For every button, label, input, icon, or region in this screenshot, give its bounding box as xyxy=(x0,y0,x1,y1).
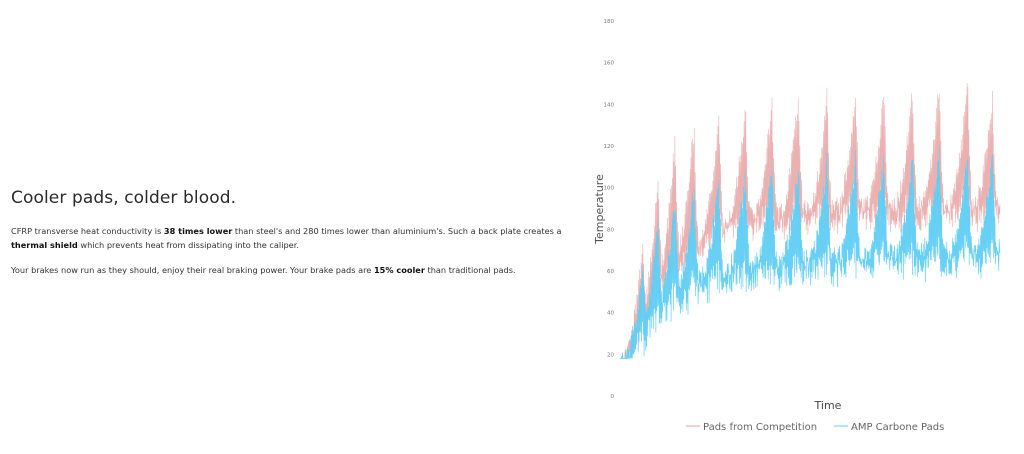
paragraph-text: CFRP transverse heat conductivity is xyxy=(11,226,164,236)
paragraph-text: than steel's and 280 times lower than al… xyxy=(232,226,562,236)
y-tick-label: 40 xyxy=(607,311,614,317)
paragraph-text: Your brakes now run as they should, enjo… xyxy=(11,265,374,275)
y-tick-label: 100 xyxy=(604,186,615,192)
series-line-competition xyxy=(620,83,1001,360)
y-tick-label: 180 xyxy=(604,19,615,25)
y-tick-label: 120 xyxy=(604,144,615,150)
text-section: Cooler pads, colder blood. CFRP transver… xyxy=(11,188,591,290)
paragraph-cooler: Your brakes now run as they should, enjo… xyxy=(11,264,591,278)
legend-label-competition: Pads from Competition xyxy=(703,422,817,433)
paragraph-text: than traditional pads. xyxy=(424,265,516,275)
highlight-thermal-shield: thermal shield xyxy=(11,239,78,250)
y-tick-label: 20 xyxy=(607,352,614,358)
y-tick-label: 140 xyxy=(604,102,615,108)
series-layer xyxy=(620,83,1001,360)
temperature-chart: 0 20 40 60 80 100 120 140 160 180 Temperature Tim… xyxy=(585,0,1024,450)
y-axis-label: Temperature xyxy=(593,174,606,245)
section-heading: Cooler pads, colder blood. xyxy=(11,188,237,208)
x-axis-label: Time xyxy=(814,399,842,412)
chart-legend: Pads from Competition AMP Carbone Pads xyxy=(686,422,944,433)
paragraph-text: which prevents heat from dissipating int… xyxy=(77,239,299,250)
legend-label-amp-carbone: AMP Carbone Pads xyxy=(851,422,944,433)
highlight-15-percent-cooler: 15% cooler xyxy=(373,265,425,275)
highlight-38-times-lower: 38 times lower xyxy=(163,226,233,236)
y-tick-label: 60 xyxy=(607,269,614,275)
series-line-amp-carbone xyxy=(620,145,1001,359)
y-tick-label: 80 xyxy=(607,227,614,233)
paragraph-conductivity: CFRP transverse heat conductivity is 38 … xyxy=(11,225,591,252)
y-tick-label: 0 xyxy=(611,394,615,400)
chart-svg: 0 20 40 60 80 100 120 140 160 180 Temperature Tim… xyxy=(593,19,1001,433)
y-axis-ticks: 0 20 40 60 80 100 120 140 160 180 xyxy=(604,19,615,400)
y-tick-label: 160 xyxy=(604,61,615,67)
